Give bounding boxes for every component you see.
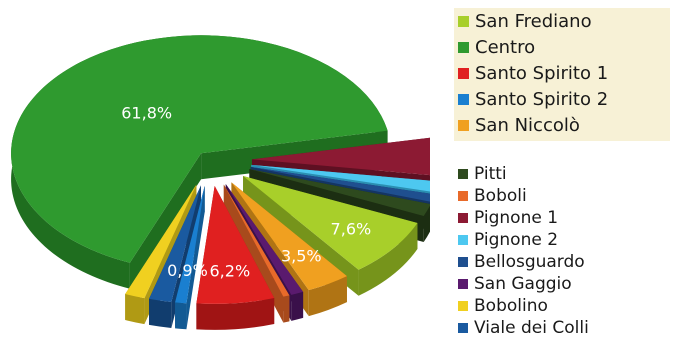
legend-label: Pignone 2 (474, 230, 559, 250)
legend-label: Bobolino (474, 296, 548, 316)
legend-item: Boboli (454, 185, 670, 207)
legend-label: Centro (475, 36, 536, 58)
slice-rim (283, 295, 290, 323)
slice-top (125, 184, 197, 299)
legend-item: Bobolino (454, 295, 670, 317)
slice-rim (125, 294, 145, 325)
slice-top (175, 185, 205, 304)
slice-top (251, 137, 430, 176)
legend-item: Bellosguardo (454, 251, 670, 273)
legend-item: Santo Spirito 2 (454, 86, 670, 112)
legend-swatch (458, 257, 468, 267)
slice-top (231, 182, 347, 291)
legend-swatch (458, 235, 468, 245)
pie-slice-santo-spirito-2 (175, 185, 205, 330)
slice-top (149, 185, 201, 302)
pie-chart-svg: 61,8% 7,6% 3,5% 6,2%0,9% (11, 35, 430, 330)
legend-label: San Frediano (475, 10, 592, 32)
slice-top (243, 176, 418, 270)
legend-swatch (458, 213, 468, 223)
pie-chart: 61,8% 7,6% 3,5% 6,2% 0,9% (11, 35, 430, 330)
legend-districts-other: Pitti Boboli Pignone 1 Pignone 2 Bellosg… (454, 163, 670, 339)
legend-item: Santo Spirito 1 (454, 60, 670, 86)
legend-item: Pitti (454, 163, 670, 185)
data-label: 6,2% (210, 261, 251, 280)
slice-top (223, 184, 290, 297)
legend-label: Pignone 1 (474, 208, 559, 228)
slice-top (249, 169, 430, 216)
legend-label: Santo Spirito 2 (475, 88, 609, 110)
legend-swatch (458, 15, 469, 27)
legend-swatch (458, 169, 468, 179)
slice-rim (358, 222, 418, 296)
legend-swatch (458, 191, 468, 201)
data-label: 0,9% (167, 261, 208, 280)
legend-swatch (458, 67, 469, 79)
legend-item: San Niccolò (454, 112, 670, 138)
data-label: 61,8% (121, 103, 172, 122)
legend-item: San Frediano (454, 8, 670, 34)
legend-label: San Gaggio (474, 274, 572, 294)
legend-swatch (458, 41, 469, 53)
legend-item: Viale dei Colli (454, 317, 670, 339)
legend-districts-main: San Frediano Centro Santo Spirito 1 Sant… (454, 8, 670, 141)
legend-label: Boboli (474, 186, 527, 206)
slice-top (225, 184, 304, 295)
legend-swatch (458, 323, 468, 333)
legend-swatch (458, 301, 468, 311)
legend-label: Pitti (474, 164, 507, 184)
data-label: 3,5% (281, 246, 322, 265)
legend-label: Santo Spirito 1 (475, 62, 609, 84)
slice-top (251, 164, 430, 192)
slice-rim (196, 297, 275, 330)
legend-label: Viale dei Colli (474, 318, 589, 338)
slice-top (11, 35, 388, 263)
legend-item: San Gaggio (454, 273, 670, 295)
data-label: 7,6% (331, 219, 372, 238)
legend-swatch (458, 93, 469, 105)
slice-rim (308, 276, 347, 317)
slice-rim (175, 302, 187, 330)
pie-slice-santo-spirito-1 (196, 185, 275, 330)
slice-rim (423, 205, 430, 242)
legend-swatch (458, 119, 469, 131)
slice-top (196, 185, 275, 304)
legend-item: Centro (454, 34, 670, 60)
slice-rim (149, 298, 172, 328)
legend-label: San Niccolò (475, 114, 580, 136)
slice-rim (291, 291, 304, 321)
legend-item: Pignone 2 (454, 229, 670, 251)
legend-item: Pignone 1 (454, 207, 670, 229)
slice-side-wall (129, 153, 202, 289)
legend-label: Bellosguardo (474, 252, 585, 272)
slice-top (250, 166, 430, 202)
legend-swatch (458, 279, 468, 289)
